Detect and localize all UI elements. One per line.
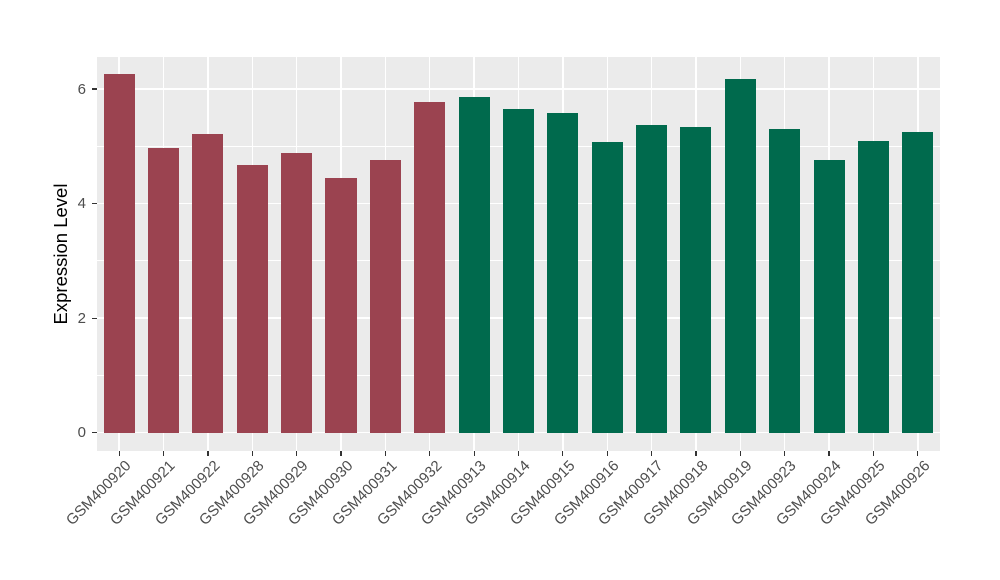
bar-GSM400915 <box>547 112 579 433</box>
x-tick-mark-GSM400928 <box>251 451 253 456</box>
x-tick-mark-GSM400916 <box>606 451 608 456</box>
x-tick-mark-GSM400923 <box>784 451 786 456</box>
x-tick-mark-GSM400915 <box>562 451 564 456</box>
bar-GSM400931 <box>369 160 401 433</box>
y-tick-label-6: 6 <box>77 80 86 98</box>
bar-GSM400928 <box>236 164 268 433</box>
plot-panel <box>97 57 940 451</box>
bar-GSM400925 <box>857 140 889 433</box>
bar-GSM400920 <box>103 74 135 433</box>
x-tick-mark-GSM400913 <box>473 451 475 456</box>
y-tick-mark-0 <box>91 432 97 434</box>
x-tick-mark-GSM400932 <box>429 451 431 456</box>
y-tick-mark-6 <box>91 88 97 90</box>
bar-GSM400929 <box>281 152 313 433</box>
bar-GSM400921 <box>148 148 180 433</box>
x-tick-mark-GSM400917 <box>651 451 653 456</box>
y-tick-mark-4 <box>91 203 97 205</box>
x-tick-mark-GSM400914 <box>517 451 520 456</box>
bar-GSM400923 <box>769 128 801 433</box>
y-tick-label-0: 0 <box>77 424 86 442</box>
x-tick-mark-GSM400918 <box>695 451 697 456</box>
x-tick-mark-GSM400929 <box>296 451 298 456</box>
y-tick-label-4: 4 <box>77 195 86 213</box>
bar-GSM400930 <box>325 177 357 433</box>
x-tick-mark-GSM400922 <box>207 451 209 456</box>
bar-GSM400916 <box>591 142 623 433</box>
bar-GSM400919 <box>724 78 756 433</box>
x-tick-mark-GSM400919 <box>739 451 741 456</box>
bar-GSM400932 <box>414 102 446 433</box>
bar-GSM400914 <box>502 109 535 433</box>
x-tick-mark-GSM400926 <box>917 451 919 456</box>
bar-GSM400924 <box>813 159 845 433</box>
bar-GSM400913 <box>458 96 490 433</box>
y-tick-mark-2 <box>91 317 97 319</box>
x-tick-mark-GSM400925 <box>872 451 875 456</box>
x-tick-mark-GSM400920 <box>118 451 120 456</box>
x-tick-mark-GSM400921 <box>162 451 165 456</box>
bar-GSM400922 <box>192 133 224 433</box>
bar-GSM400918 <box>680 126 712 433</box>
y-tick-label-2: 2 <box>77 309 86 327</box>
bar-GSM400917 <box>636 124 668 433</box>
bar-GSM400926 <box>902 132 934 433</box>
x-tick-mark-GSM400930 <box>340 451 342 456</box>
x-tick-mark-GSM400924 <box>828 451 830 456</box>
x-tick-mark-GSM400931 <box>384 451 386 456</box>
